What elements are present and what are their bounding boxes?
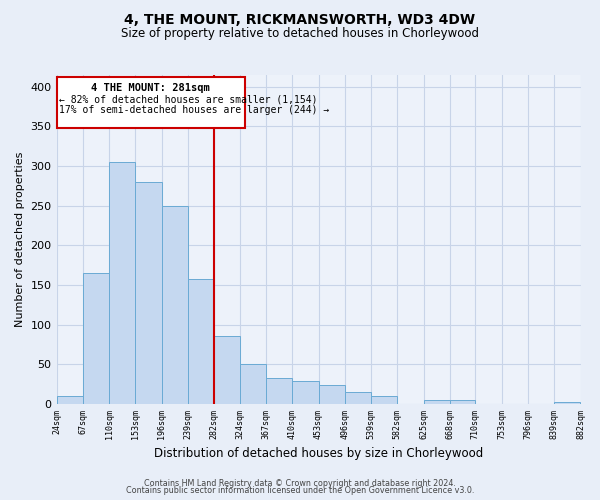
Text: 17% of semi-detached houses are larger (244) →: 17% of semi-detached houses are larger (…: [59, 105, 329, 115]
Bar: [266, 378, 292, 404]
FancyBboxPatch shape: [56, 76, 245, 128]
X-axis label: Distribution of detached houses by size in Chorleywood: Distribution of detached houses by size …: [154, 447, 483, 460]
Bar: [109, 162, 136, 404]
Bar: [371, 396, 397, 404]
Bar: [83, 273, 109, 404]
Y-axis label: Number of detached properties: Number of detached properties: [15, 152, 25, 327]
Bar: [554, 402, 580, 404]
Bar: [292, 381, 319, 404]
Bar: [161, 206, 188, 404]
Bar: [56, 396, 83, 404]
Text: Size of property relative to detached houses in Chorleywood: Size of property relative to detached ho…: [121, 28, 479, 40]
Text: Contains HM Land Registry data © Crown copyright and database right 2024.: Contains HM Land Registry data © Crown c…: [144, 478, 456, 488]
Bar: [136, 182, 161, 404]
Text: 4, THE MOUNT, RICKMANSWORTH, WD3 4DW: 4, THE MOUNT, RICKMANSWORTH, WD3 4DW: [124, 12, 476, 26]
Text: 4 THE MOUNT: 281sqm: 4 THE MOUNT: 281sqm: [91, 83, 210, 93]
Bar: [450, 400, 475, 404]
Bar: [424, 400, 450, 404]
Bar: [319, 385, 345, 404]
Text: ← 82% of detached houses are smaller (1,154): ← 82% of detached houses are smaller (1,…: [59, 94, 317, 104]
Bar: [214, 336, 240, 404]
Bar: [188, 280, 214, 404]
Bar: [345, 392, 371, 404]
Bar: [240, 364, 266, 404]
Text: Contains public sector information licensed under the Open Government Licence v3: Contains public sector information licen…: [126, 486, 474, 495]
